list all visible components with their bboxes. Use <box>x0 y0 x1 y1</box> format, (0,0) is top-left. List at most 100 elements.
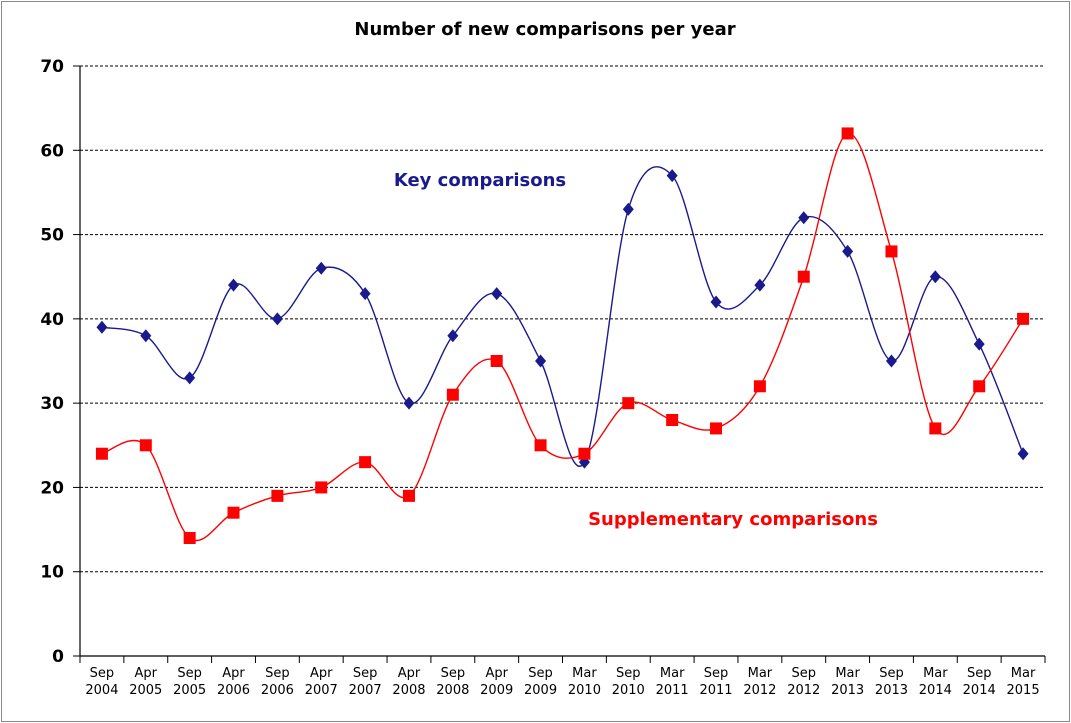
x-tick-label-year: 2010 <box>612 683 645 698</box>
x-tick-label-year: 2014 <box>919 683 952 698</box>
data-point-key-comparisons <box>1017 447 1029 461</box>
data-point-supplementary-comparisons <box>95 447 108 460</box>
x-tick-label-month: Sep <box>967 666 992 681</box>
x-tick-label-month: Sep <box>528 666 553 681</box>
data-point-key-comparisons <box>885 354 897 368</box>
data-point-supplementary-comparisons <box>797 270 810 283</box>
x-tick-label-year: 2010 <box>568 683 601 698</box>
data-point-supplementary-comparisons <box>1017 312 1030 325</box>
series-markers <box>95 127 1030 544</box>
y-tick-label-0: 0 <box>52 647 64 667</box>
x-tick-label-month: Apr <box>485 666 508 681</box>
x-tick-label-year: 2008 <box>392 683 425 698</box>
x-tick-label-year: 2006 <box>261 683 294 698</box>
x-tick-label-year: 2007 <box>305 683 338 698</box>
data-point-key-comparisons <box>973 337 985 351</box>
x-tick-label-month: Mar <box>748 666 773 681</box>
x-tick-label-year: 2009 <box>480 683 513 698</box>
chart-title: Number of new comparisons per year <box>354 19 735 40</box>
data-point-supplementary-comparisons <box>753 380 766 393</box>
x-tick-label-month: Apr <box>310 666 333 681</box>
x-tick-label-year: 2012 <box>743 683 776 698</box>
series-line-key-comparisons <box>101 166 1024 467</box>
data-point-key-comparisons <box>710 295 722 309</box>
x-tick-label-year: 2006 <box>217 683 250 698</box>
data-point-key-comparisons <box>140 329 152 343</box>
data-point-supplementary-comparisons <box>402 489 415 502</box>
y-tick-label-60: 60 <box>40 141 64 161</box>
y-tick-label-70: 70 <box>40 57 64 77</box>
x-tick-label-year: 2013 <box>875 683 908 698</box>
x-tick-label-month: Sep <box>791 666 816 681</box>
data-point-supplementary-comparisons <box>227 506 240 519</box>
data-point-supplementary-comparisons <box>315 481 328 494</box>
data-point-key-comparisons <box>184 371 196 385</box>
data-point-key-comparisons <box>491 287 503 301</box>
x-tick-label-year: 2005 <box>129 683 162 698</box>
data-point-supplementary-comparisons <box>622 397 635 410</box>
series-line-supplementary-comparisons <box>101 132 1024 542</box>
data-point-supplementary-comparisons <box>710 422 723 435</box>
x-tick-label-month: Sep <box>90 666 115 681</box>
data-point-supplementary-comparisons <box>446 388 459 401</box>
data-point-key-comparisons <box>622 202 634 216</box>
x-tick-label-month: Sep <box>879 666 904 681</box>
data-point-key-comparisons <box>929 270 941 284</box>
data-point-supplementary-comparisons <box>929 422 942 435</box>
data-point-key-comparisons <box>535 354 547 368</box>
data-point-key-comparisons <box>228 278 240 292</box>
x-tick-label-month: Sep <box>177 666 202 681</box>
data-point-key-comparisons <box>798 211 810 225</box>
data-point-supplementary-comparisons <box>359 456 372 469</box>
x-tick-label-year: 2011 <box>656 683 689 698</box>
x-tick-label-year: 2015 <box>1007 683 1040 698</box>
data-point-key-comparisons <box>271 312 283 326</box>
x-tick-label-month: Mar <box>660 666 685 681</box>
data-point-supplementary-comparisons <box>973 380 986 393</box>
x-tick-label-year: 2008 <box>436 683 469 698</box>
x-tick-label-month: Mar <box>1011 666 1036 681</box>
data-point-supplementary-comparisons <box>885 245 898 258</box>
data-point-key-comparisons <box>315 261 327 275</box>
x-tick-label-month: Apr <box>135 666 158 681</box>
data-point-key-comparisons <box>96 320 108 334</box>
x-tick-label-year: 2004 <box>85 683 118 698</box>
x-tick-label-year: 2005 <box>173 683 206 698</box>
data-point-supplementary-comparisons <box>578 447 591 460</box>
data-point-key-comparisons <box>403 396 415 410</box>
x-tick-label-month: Apr <box>222 666 245 681</box>
y-tick-labels: 0 10 20 30 40 50 60 70 <box>40 57 64 667</box>
grid-lines <box>80 65 1045 573</box>
y-tick-label-10: 10 <box>40 563 64 583</box>
x-tick-label-year: 2007 <box>349 683 382 698</box>
data-point-key-comparisons <box>842 244 854 258</box>
x-tick-label-year: 2012 <box>787 683 820 698</box>
data-point-supplementary-comparisons <box>139 439 152 452</box>
series-lines <box>101 132 1024 542</box>
x-tick-label-year: 2013 <box>831 683 864 698</box>
x-tick-label-month: Sep <box>441 666 466 681</box>
x-tick-label-month: Sep <box>616 666 641 681</box>
x-tick-label-year: 2009 <box>524 683 557 698</box>
x-tick-labels: Sep 2004 Apr 2005 Sep 2005 Apr 2006 Sep 2006 Apr 20… <box>85 666 1039 698</box>
data-point-key-comparisons <box>666 169 678 183</box>
x-tick-label-month: Mar <box>923 666 948 681</box>
x-tick-label-year: 2014 <box>963 683 996 698</box>
data-point-key-comparisons <box>447 329 459 343</box>
x-tick-label-month: Mar <box>572 666 597 681</box>
y-tick-label-50: 50 <box>40 226 64 246</box>
series-label-supplementary: Supplementary comparisons <box>588 509 878 530</box>
data-point-supplementary-comparisons <box>490 355 503 367</box>
y-tick-label-40: 40 <box>40 310 64 330</box>
x-tick-label-month: Mar <box>835 666 860 681</box>
x-tick-label-month: Sep <box>704 666 729 681</box>
y-tick-label-20: 20 <box>40 478 64 498</box>
data-point-key-comparisons <box>754 278 766 292</box>
data-point-supplementary-comparisons <box>183 532 196 544</box>
axes <box>73 65 1046 663</box>
x-tick-label-month: Apr <box>398 666 421 681</box>
data-point-key-comparisons <box>359 287 371 301</box>
data-point-supplementary-comparisons <box>841 127 854 140</box>
y-tick-label-30: 30 <box>40 394 64 414</box>
